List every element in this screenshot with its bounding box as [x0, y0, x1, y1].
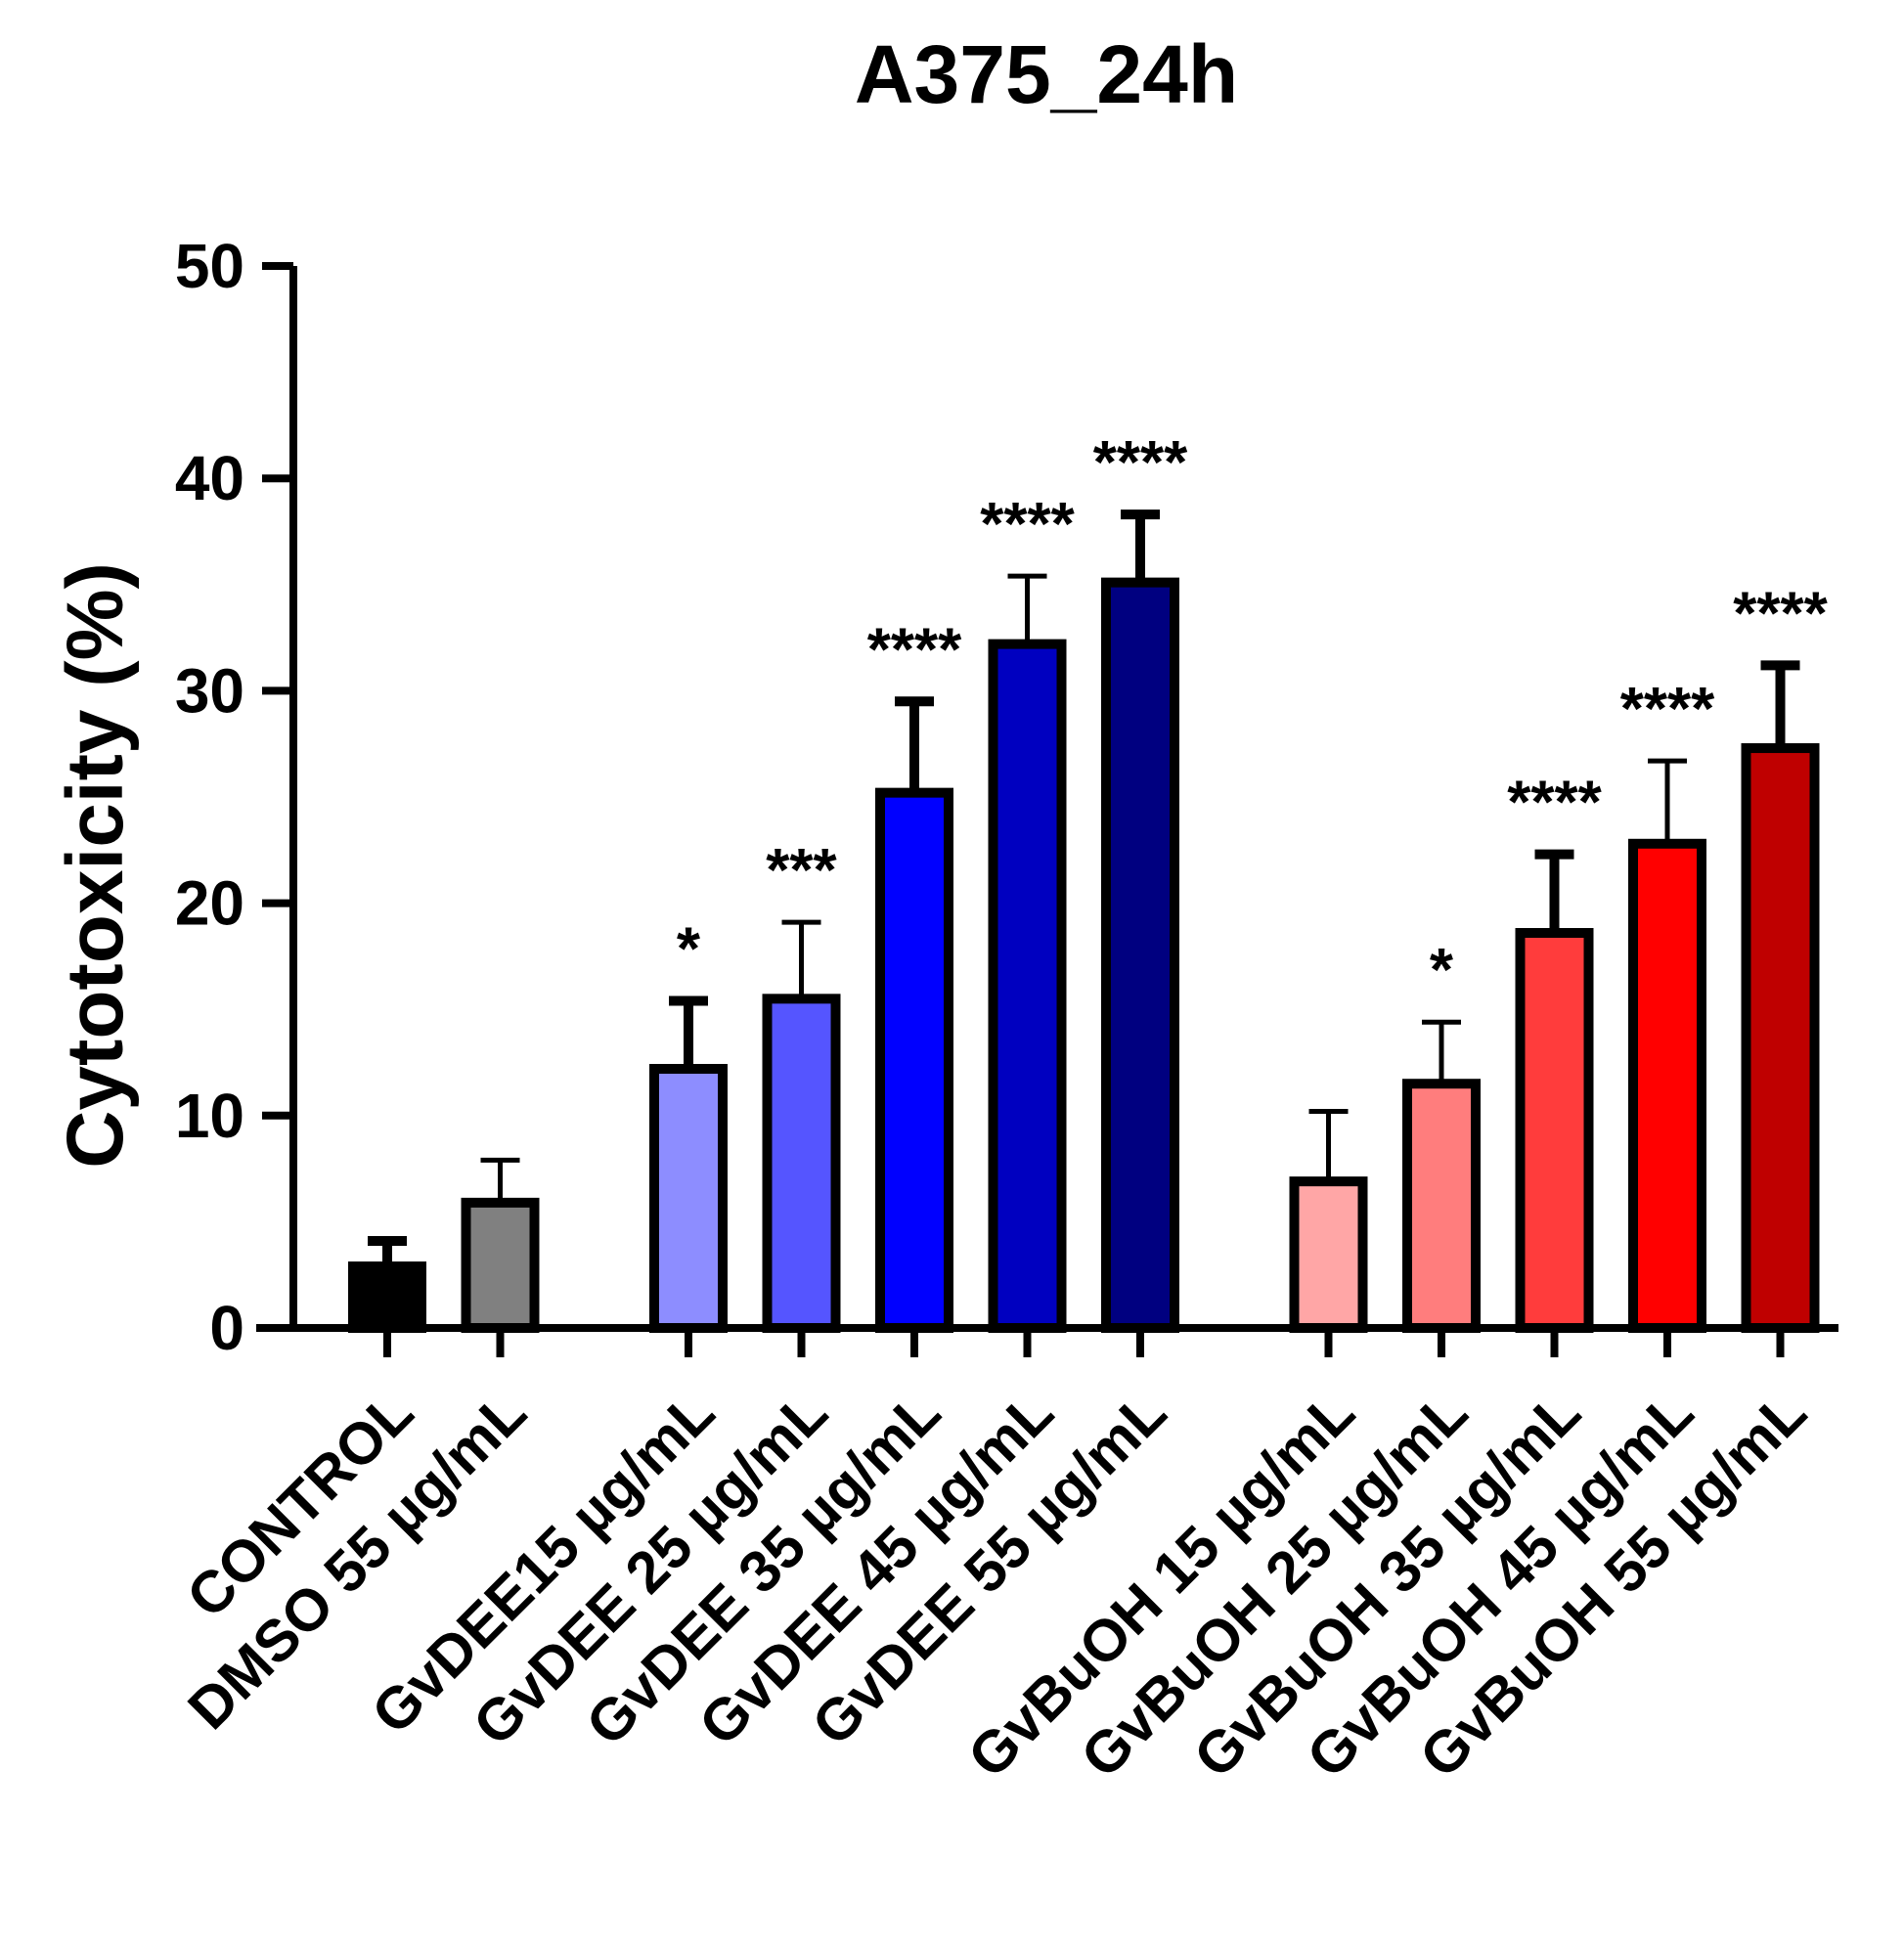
chart-title: A375_24h [855, 28, 1238, 120]
y-axis-label: Cytotoxicity (%) [51, 562, 140, 1169]
bars-layer [348, 577, 1820, 1334]
error-bars-layer [368, 509, 1800, 1267]
y-tick-label-3: 30 [175, 655, 244, 726]
bar-4 [875, 787, 953, 1333]
y-tick-label-1: 10 [175, 1081, 244, 1151]
bar-10 [1628, 838, 1706, 1333]
significance-label-10: **** [1620, 676, 1715, 743]
y-ticks-layer: 0 10 20 30 40 50 [175, 231, 293, 1363]
y-tick-label-4: 40 [175, 443, 244, 513]
axes-layer [256, 266, 1838, 1332]
significance-label-2: * [677, 916, 701, 984]
bar-8 [1402, 1079, 1481, 1333]
y-tick-label-0: 0 [209, 1293, 244, 1363]
y-tick-label-5: 50 [175, 231, 244, 301]
significance-label-11: **** [1733, 580, 1828, 647]
significance-label-8: * [1430, 937, 1454, 1004]
bar-3 [762, 994, 841, 1334]
significance-layer: ***************************** [677, 429, 1829, 1004]
significance-label-9: **** [1507, 770, 1602, 837]
bar-0 [348, 1261, 426, 1333]
bar-11 [1741, 743, 1820, 1333]
bar-7 [1289, 1176, 1368, 1333]
bar-2 [649, 1064, 728, 1333]
bar-6 [1101, 577, 1179, 1333]
significance-label-3: *** [766, 837, 837, 905]
bar-1 [461, 1197, 540, 1334]
bar-9 [1515, 928, 1594, 1333]
bar-5 [988, 639, 1067, 1333]
significance-label-5: **** [980, 491, 1075, 558]
significance-label-6: **** [1093, 429, 1188, 497]
y-tick-label-2: 20 [175, 868, 244, 939]
significance-label-4: **** [867, 616, 962, 684]
